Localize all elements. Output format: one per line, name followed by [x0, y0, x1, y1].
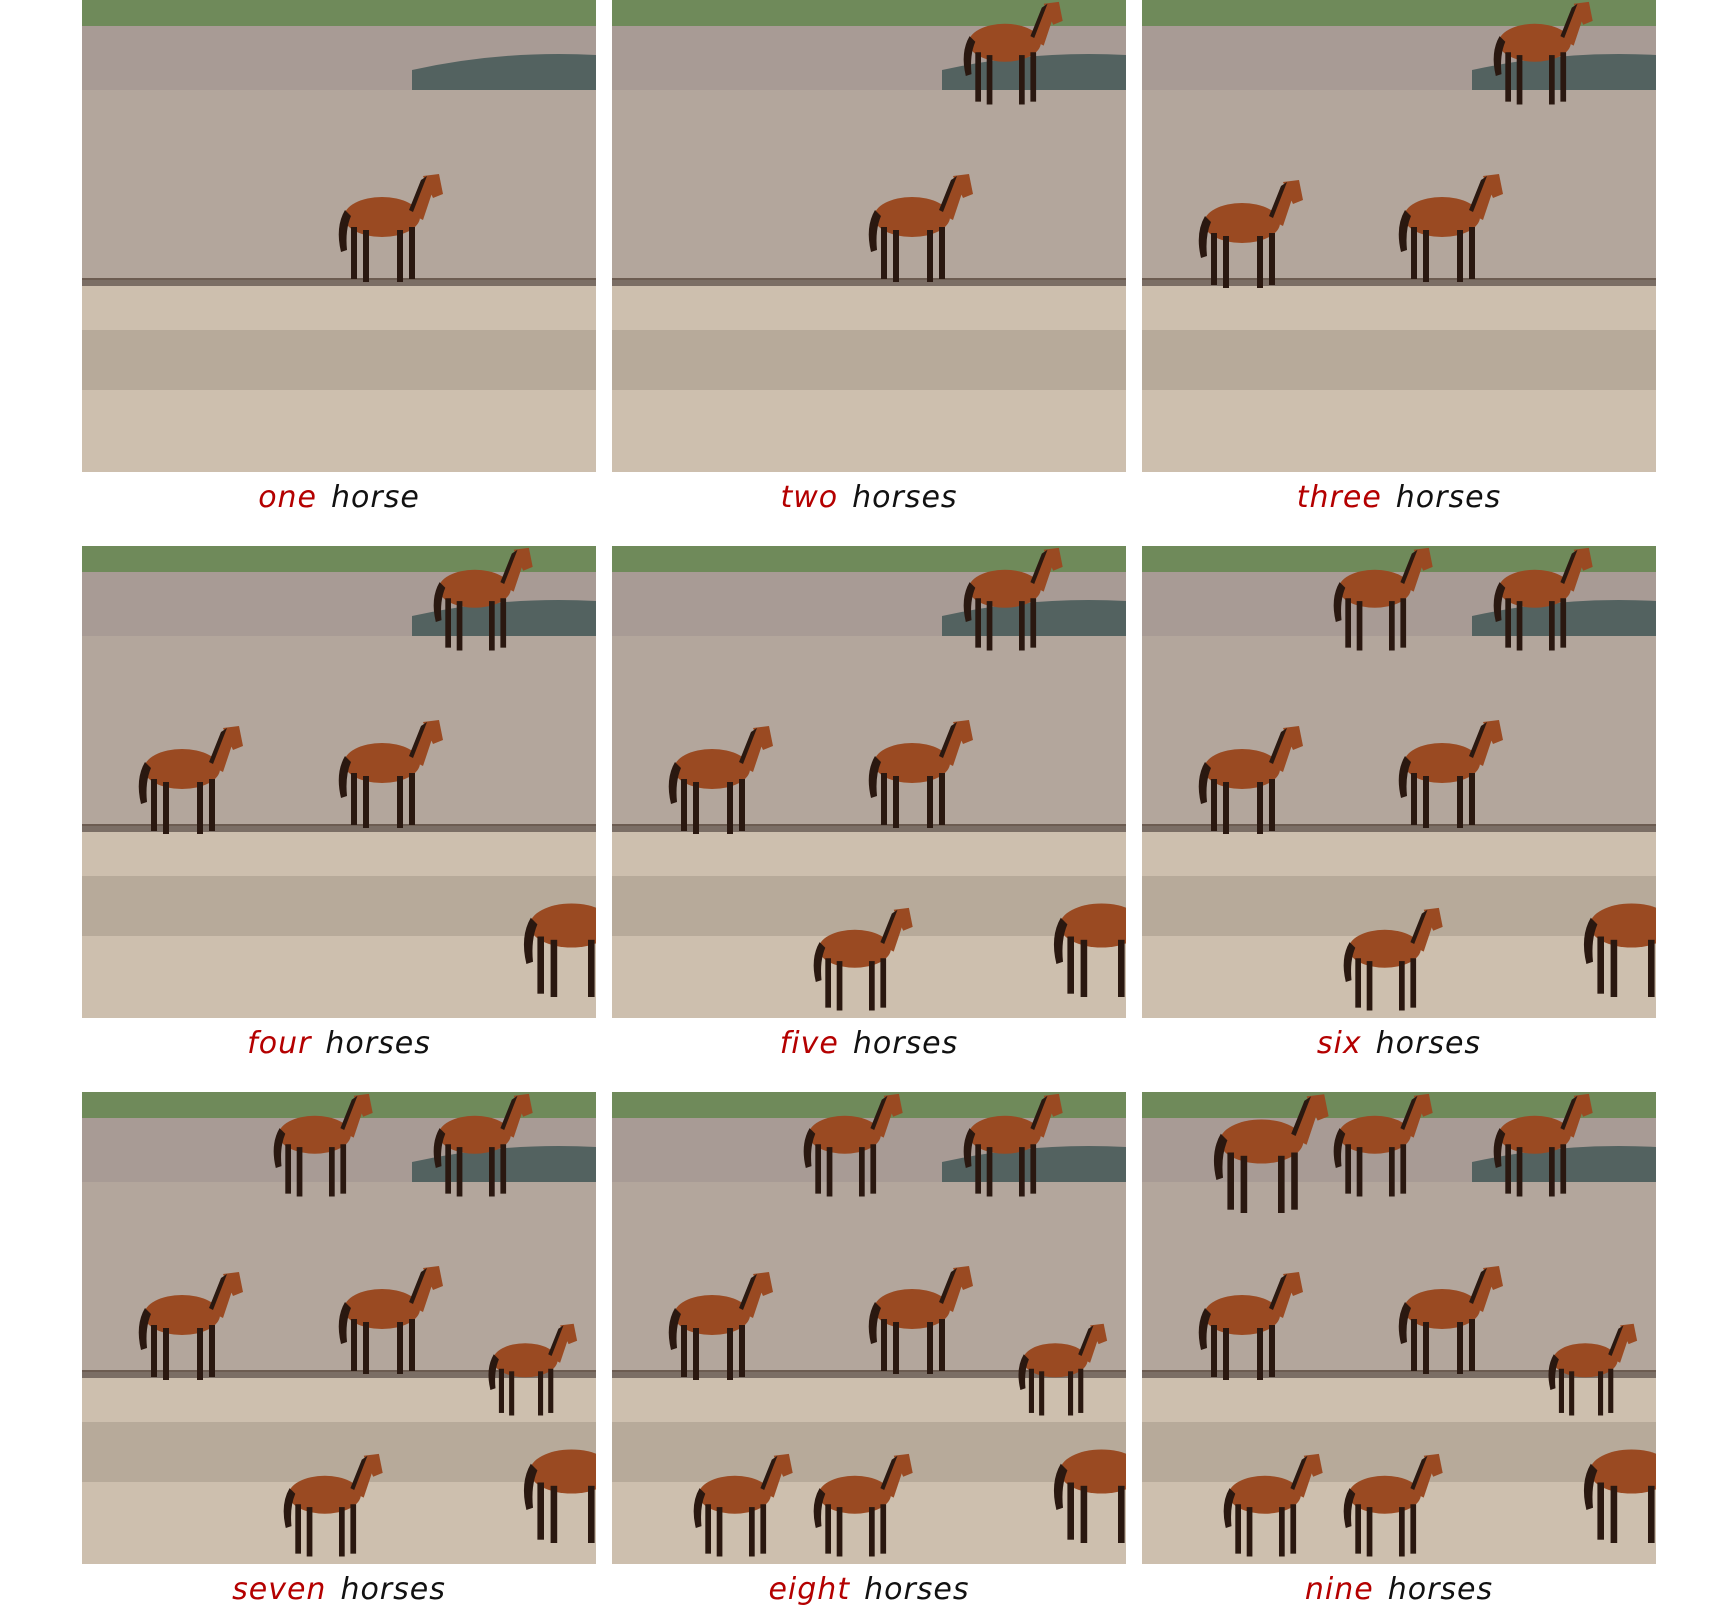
horse-photo [612, 1092, 1126, 1564]
horse-figure [338, 1266, 443, 1374]
horse-figure [813, 1453, 913, 1557]
caption-count-word: one [258, 480, 318, 515]
caption-count-word: eight [768, 1572, 851, 1607]
photo-frame [82, 0, 596, 472]
caption: eight horses [612, 1570, 1126, 1610]
photo-frame [1142, 1092, 1656, 1564]
horse-figure [963, 1093, 1063, 1197]
caption-count-word: five [779, 1026, 839, 1061]
horse-figure [338, 174, 443, 282]
horse-photo [1142, 0, 1656, 472]
horse-figure [1398, 720, 1503, 828]
horse-figure [963, 1, 1063, 105]
horse-figure [868, 174, 973, 282]
panel-four: four horses [82, 546, 596, 1061]
horse-figure [1398, 1266, 1503, 1374]
horse-figure [138, 726, 243, 834]
horse-figure [1548, 1323, 1638, 1416]
horse-figure [868, 720, 973, 828]
horse-figure [1343, 1453, 1443, 1557]
horse-figure [1398, 174, 1503, 282]
photo-frame [612, 546, 1126, 1018]
horse-photo [82, 1092, 596, 1564]
caption-count-word: two [780, 480, 839, 515]
horse-figure [1493, 1, 1593, 105]
horse-figure [488, 1323, 578, 1416]
horse-figure [668, 726, 773, 834]
horse-figure [1198, 726, 1303, 834]
horse-figure [1493, 547, 1593, 651]
horse-figure [963, 547, 1063, 651]
panel-six: six horses [1142, 546, 1656, 1061]
horse-figure [1198, 1272, 1303, 1380]
horse-figure [693, 1453, 793, 1557]
panel-two: two horses [612, 0, 1126, 515]
panel-one: one horse [82, 0, 596, 515]
caption-noun-word: horses [325, 1026, 431, 1061]
horse-figure [1583, 1449, 1656, 1543]
panel-eight: eight horses [612, 1092, 1126, 1607]
horse-figure [1583, 903, 1656, 997]
horse-figure [283, 1453, 383, 1557]
horse-figure [1343, 907, 1443, 1011]
photo-frame [82, 546, 596, 1018]
caption-noun-word: horses [864, 1572, 970, 1607]
caption-noun-word: horses [1395, 480, 1502, 515]
horse-figure [138, 1272, 243, 1380]
caption: six horses [1142, 1024, 1656, 1064]
photo-frame [612, 0, 1126, 472]
panel-five: five horses [612, 546, 1126, 1061]
caption-count-word: four [247, 1026, 312, 1061]
horse-figure [433, 1093, 533, 1197]
horse-figure [433, 547, 533, 651]
caption: nine horses [1142, 1570, 1656, 1610]
caption: seven horses [82, 1570, 596, 1610]
caption-count-word: six [1316, 1026, 1362, 1061]
horse-figure [1493, 1093, 1593, 1197]
horse-figure [813, 907, 913, 1011]
horse-photo [82, 546, 596, 1018]
horse-figure [1053, 1449, 1126, 1543]
photo-frame [1142, 0, 1656, 472]
horse-figure [803, 1093, 903, 1197]
caption-noun-word: horses [1387, 1572, 1494, 1607]
horse-figure [1213, 1094, 1329, 1213]
horse-figure [1223, 1453, 1323, 1557]
caption: five horses [612, 1024, 1126, 1064]
caption-count-word: seven [232, 1572, 327, 1607]
photo-frame [1142, 546, 1656, 1018]
caption-count-word: nine [1304, 1572, 1374, 1607]
horse-figure [523, 903, 596, 997]
caption-count-word: three [1296, 480, 1382, 515]
caption: two horses [612, 478, 1126, 518]
caption: one horse [82, 478, 596, 518]
horse-figure [1198, 180, 1303, 288]
panel-seven: seven horses [82, 1092, 596, 1607]
horse-figure [273, 1093, 373, 1197]
caption-noun-word: horses [1375, 1026, 1482, 1061]
horse-photo [612, 0, 1126, 472]
horse-figure [668, 1272, 773, 1380]
caption-noun-word: horses [852, 1026, 959, 1061]
horse-figure [1018, 1323, 1108, 1416]
caption-noun-word: horse [331, 480, 420, 515]
panel-nine: nine horses [1142, 1092, 1656, 1607]
horse-figure [868, 1266, 973, 1374]
horse-figure [338, 720, 443, 828]
photo-frame [612, 1092, 1126, 1564]
horse-photo [1142, 546, 1656, 1018]
caption-noun-word: horses [340, 1572, 446, 1607]
horse-figure [1333, 1093, 1433, 1197]
horse-figure [1333, 547, 1433, 651]
horse-photo [612, 546, 1126, 1018]
caption: three horses [1142, 478, 1656, 518]
caption-noun-word: horses [852, 480, 958, 515]
caption: four horses [82, 1024, 596, 1064]
horse-photo [82, 0, 596, 472]
panel-three: three horses [1142, 0, 1656, 515]
horse-photo [1142, 1092, 1656, 1564]
horse-figure [1053, 903, 1126, 997]
photo-frame [82, 1092, 596, 1564]
horse-figure [523, 1449, 596, 1543]
